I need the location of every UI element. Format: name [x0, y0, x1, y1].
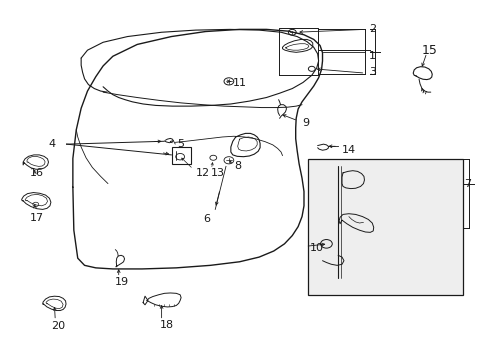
Text: 4: 4	[48, 139, 56, 149]
Text: 15: 15	[421, 44, 437, 57]
Text: 6: 6	[203, 215, 210, 224]
Text: 17: 17	[30, 213, 44, 222]
Text: 9: 9	[302, 118, 308, 128]
Text: 2: 2	[368, 24, 375, 35]
Text: 7: 7	[463, 179, 470, 189]
Text: 5: 5	[177, 139, 184, 149]
Text: 1: 1	[368, 51, 375, 61]
Text: 10: 10	[309, 243, 323, 253]
Text: 8: 8	[234, 161, 242, 171]
Text: 13: 13	[210, 168, 224, 178]
Text: 19: 19	[114, 277, 128, 287]
Text: 14: 14	[341, 144, 355, 154]
Text: 11: 11	[232, 78, 246, 88]
Text: 3: 3	[368, 67, 375, 77]
Text: 12: 12	[195, 168, 209, 178]
Polygon shape	[307, 159, 462, 296]
Text: 16: 16	[30, 168, 44, 178]
Text: 18: 18	[159, 320, 173, 330]
Text: 20: 20	[51, 321, 65, 331]
